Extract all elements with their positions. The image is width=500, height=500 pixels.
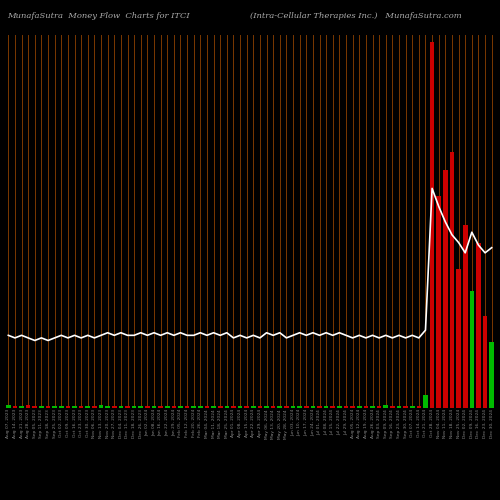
Bar [52,406,57,408]
Bar [423,394,428,407]
Bar [463,225,468,408]
Bar [258,406,262,407]
Bar [178,406,183,407]
Bar [19,406,24,407]
Bar [92,406,96,407]
Bar [59,406,64,407]
Bar [390,406,394,407]
Bar [364,406,368,407]
Bar [118,406,123,407]
Bar [192,406,196,407]
Bar [138,406,143,407]
Bar [125,406,130,407]
Bar [172,406,176,407]
Bar [224,406,229,407]
Bar [450,152,454,407]
Bar [106,406,110,407]
Bar [158,406,163,407]
Bar [456,268,461,407]
Bar [66,406,70,407]
Bar [46,406,51,407]
Bar [377,406,382,407]
Bar [436,196,441,408]
Bar [72,406,77,407]
Bar [384,406,388,407]
Bar [396,406,402,407]
Bar [132,406,136,407]
Bar [264,406,269,407]
Bar [337,406,342,407]
Bar [410,406,414,407]
Bar [357,406,362,407]
Bar [165,406,170,407]
Bar [317,406,322,407]
Bar [238,406,242,407]
Bar [244,406,249,407]
Bar [32,406,37,407]
Bar [6,404,10,407]
Bar [404,406,408,407]
Bar [350,406,355,407]
Bar [443,170,448,408]
Bar [26,406,30,407]
Bar [304,406,308,407]
Bar [416,406,421,407]
Bar [430,42,434,408]
Bar [476,243,481,408]
Bar [86,406,90,407]
Bar [324,406,328,407]
Bar [330,406,335,407]
Bar [79,406,84,407]
Bar [112,406,116,407]
Bar [278,406,282,407]
Bar [152,406,156,407]
Bar [271,406,276,407]
Bar [198,406,202,407]
Bar [370,406,375,407]
Bar [290,406,296,407]
Bar [145,406,150,407]
Bar [212,406,216,407]
Bar [344,406,348,407]
Bar [98,406,103,407]
Bar [470,290,474,408]
Bar [284,406,288,407]
Bar [298,406,302,407]
Bar [490,342,494,407]
Bar [218,406,222,407]
Bar [231,406,236,407]
Bar [39,406,44,407]
Text: (Intra-Cellular Therapies Inc.)   MunafaSutra.com: (Intra-Cellular Therapies Inc.) MunafaSu… [250,12,462,20]
Bar [251,406,256,407]
Bar [204,406,210,407]
Bar [483,316,488,408]
Bar [185,406,190,407]
Bar [310,406,315,407]
Bar [12,406,17,407]
Text: MunafaSutra  Money Flow  Charts for ITCI: MunafaSutra Money Flow Charts for ITCI [8,12,190,20]
